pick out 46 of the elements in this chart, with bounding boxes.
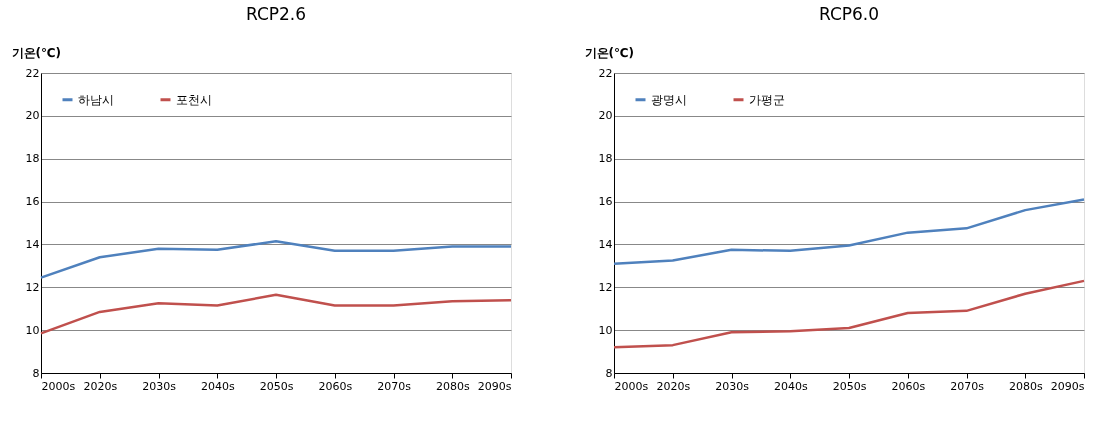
line-series <box>39 293 513 335</box>
x-tick-label: 2020s <box>656 379 691 393</box>
x-tick-label: 2080s <box>1008 379 1043 393</box>
y-tick-label: 20 <box>25 109 40 123</box>
y-tick-label: 14 <box>598 237 613 251</box>
y-tick-label: 16 <box>598 195 613 209</box>
x-tick-label: 2050s <box>259 379 294 393</box>
y-tick-label: 8 <box>605 366 613 380</box>
x-tick-label: 2080s <box>435 379 470 393</box>
y-tick-label: 14 <box>25 237 40 251</box>
x-tick-label: 2020s <box>83 379 118 393</box>
legend-label: 가평군 <box>749 92 785 107</box>
y-tick-label: 18 <box>25 152 40 166</box>
y-tick-label: 10 <box>598 323 613 337</box>
x-tick-label: 2030s <box>715 379 750 393</box>
x-tick-label: 2000s <box>614 379 649 393</box>
y-tick-label: 16 <box>25 195 40 209</box>
y-tick-label: 8 <box>32 366 40 380</box>
chart-title: RCP6.0 <box>818 4 880 24</box>
x-tick-label: 2000s <box>41 379 76 393</box>
x-tick-label: 2070s <box>377 379 412 393</box>
y-tick-label: 12 <box>25 280 40 294</box>
y-tick-label: 18 <box>598 152 613 166</box>
line-series <box>39 239 513 279</box>
legend-label: 포천시 <box>176 92 212 107</box>
x-tick-label: 2060s <box>318 379 353 393</box>
x-tick-label: 2050s <box>832 379 867 393</box>
y-axis-title: 기온(℃) <box>584 45 634 60</box>
chart-title: RCP2.6 <box>245 4 307 24</box>
x-tick-label: 2060s <box>891 379 926 393</box>
line-series <box>612 198 1086 265</box>
y-tick-label: 20 <box>598 109 613 123</box>
line-series <box>612 279 1086 349</box>
x-tick-label: 2070s <box>950 379 985 393</box>
x-tick-label: 2040s <box>773 379 808 393</box>
y-tick-label: 22 <box>598 66 613 80</box>
y-tick-label: 22 <box>25 66 40 80</box>
x-tick-label: 2040s <box>200 379 235 393</box>
legend-label: 하남시 <box>78 92 114 107</box>
y-axis-title: 기온(℃) <box>11 45 61 60</box>
legend-label: 광명시 <box>651 92 687 107</box>
x-tick-label: 2090s <box>477 379 512 393</box>
y-tick-label: 10 <box>25 323 40 337</box>
x-tick-label: 2030s <box>142 379 177 393</box>
x-tick-label: 2090s <box>1050 379 1085 393</box>
y-tick-label: 12 <box>598 280 613 294</box>
